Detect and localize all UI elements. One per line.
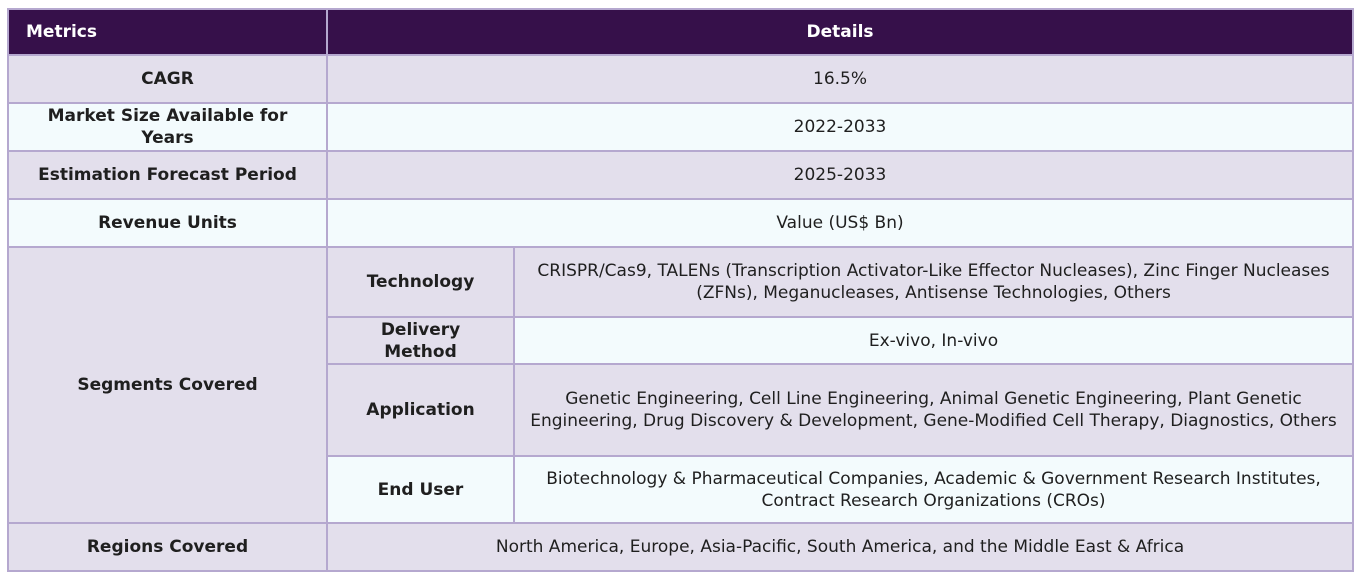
table-row-market-size: Market Size Available for Years 2022-203… — [7, 102, 1355, 152]
table-row-forecast: Estimation Forecast Period 2025-2033 — [7, 150, 1355, 200]
technology-value: CRISPR/Cas9, TALENs (Transcription Activ… — [512, 246, 1355, 318]
table-header-row: Metrics Details — [7, 8, 1355, 56]
delivery-method-label: Delivery Method — [326, 316, 515, 365]
forecast-value: 2025-2033 — [325, 150, 1355, 200]
cagr-label: CAGR — [7, 54, 328, 104]
report-metrics-table: Metrics Details CAGR 16.5% Market Size A… — [7, 8, 1355, 572]
regions-label: Regions Covered — [7, 522, 328, 572]
table-row-segment-delivery: Delivery Method Ex-vivo, In-vivo — [8, 316, 1355, 365]
application-value: Genetic Engineering, Cell Line Engineeri… — [512, 363, 1355, 457]
end-user-value: Biotechnology & Pharmaceutical Companies… — [512, 455, 1355, 524]
delivery-method-value: Ex-vivo, In-vivo — [512, 316, 1355, 365]
table-row-cagr: CAGR 16.5% — [7, 54, 1355, 104]
header-metrics: Metrics — [7, 8, 328, 56]
segments-label: Segments Covered — [7, 246, 328, 524]
revenue-units-label: Revenue Units — [7, 198, 328, 248]
forecast-label: Estimation Forecast Period — [7, 150, 328, 200]
cagr-value: 16.5% — [325, 54, 1355, 104]
header-details: Details — [325, 8, 1355, 56]
market-size-label: Market Size Available for Years — [7, 102, 328, 152]
revenue-units-value: Value (US$ Bn) — [325, 198, 1355, 248]
regions-value: North America, Europe, Asia-Pacific, Sou… — [325, 522, 1355, 572]
application-label: Application — [326, 363, 515, 457]
market-size-value: 2022-2033 — [325, 102, 1355, 152]
table-row-segment-application: Application Genetic Engineering, Cell Li… — [8, 363, 1355, 457]
end-user-label: End User — [326, 455, 515, 524]
table-row-regions: Regions Covered North America, Europe, A… — [7, 522, 1355, 572]
table-row-segment-end-user: End User Biotechnology & Pharmaceutical … — [8, 455, 1355, 524]
report-metrics-table-container: Metrics Details CAGR 16.5% Market Size A… — [7, 8, 1355, 572]
table-row-segment-technology: Segments Covered Technology CRISPR/Cas9,… — [7, 246, 1355, 524]
technology-label: Technology — [326, 246, 515, 318]
table-row-revenue-units: Revenue Units Value (US$ Bn) — [7, 198, 1355, 248]
